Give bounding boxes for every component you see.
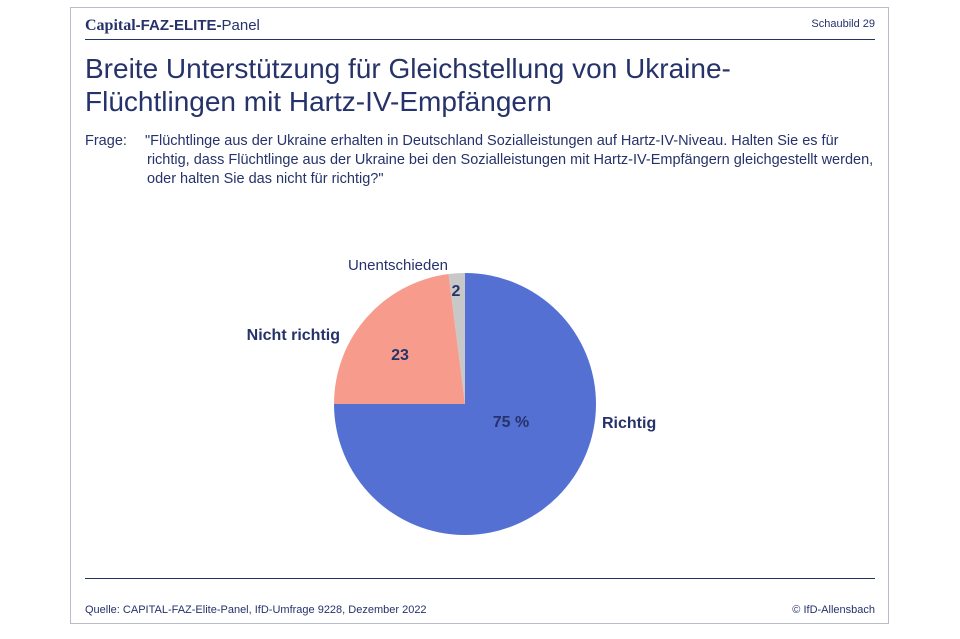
slide-number: Schaubild 29 bbox=[811, 18, 875, 30]
pie-value-label: 2 bbox=[452, 283, 461, 300]
question-prefix: Frage: bbox=[85, 133, 127, 149]
brand-panel: Panel bbox=[221, 17, 260, 34]
title-line-2: Flüchtlingen mit Hartz-IV-Empfängern bbox=[85, 86, 552, 117]
brand-faz-elite: -FAZ-ELITE- bbox=[135, 17, 222, 34]
source-note: Quelle: CAPITAL-FAZ-Elite-Panel, IfD-Umf… bbox=[85, 604, 427, 616]
pie-value-label: 75 % bbox=[493, 414, 529, 431]
pie-category-label: Nicht richtig bbox=[247, 327, 340, 344]
pie-value-label: 23 bbox=[391, 347, 409, 364]
pie-slice-nicht-richtig bbox=[334, 274, 465, 404]
question-text: "Flüchtlinge aus der Ukraine erhalten in… bbox=[145, 133, 874, 187]
pie-slice-unentschieden bbox=[448, 273, 465, 404]
brand-logo: Capital-FAZ-ELITE-Panel bbox=[85, 17, 260, 35]
footer-divider bbox=[85, 578, 875, 579]
copyright-note: © IfD-Allensbach bbox=[792, 604, 875, 616]
title-line-1: Breite Unterstützung für Gleichstellung … bbox=[85, 53, 731, 84]
header-divider bbox=[85, 39, 875, 40]
pie-category-label: Richtig bbox=[602, 415, 656, 432]
page-title: Breite Unterstützung für Gleichstellung … bbox=[85, 52, 875, 118]
slide-frame bbox=[70, 7, 889, 624]
slide-header: Capital-FAZ-ELITE-Panel Schaubild 29 bbox=[85, 17, 875, 39]
brand-capital: Capital bbox=[85, 17, 136, 34]
pie-category-label: Unentschieden bbox=[348, 257, 448, 274]
